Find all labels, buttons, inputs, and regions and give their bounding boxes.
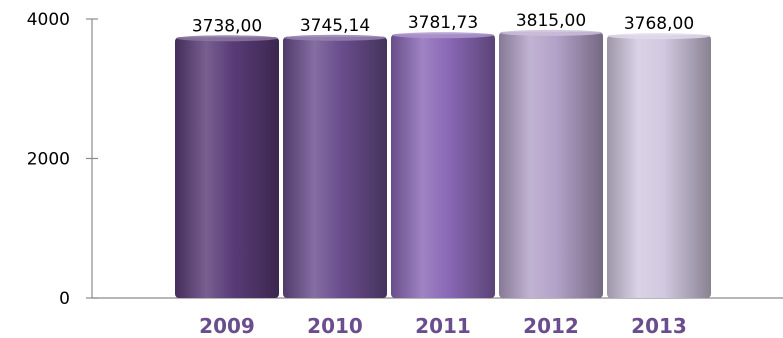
- bar-cap: [392, 32, 494, 39]
- x-tick-label-2012: 2012: [523, 314, 579, 338]
- data-label-2010: 3745,14: [300, 16, 370, 36]
- x-tick-label-2010: 2010: [307, 314, 363, 338]
- bar-cap: [284, 34, 386, 41]
- x-tick-label-2013: 2013: [631, 314, 687, 338]
- bar-cap: [608, 33, 710, 40]
- y-tick-label: 0: [59, 289, 70, 309]
- x-tick-label-2009: 2009: [199, 314, 255, 338]
- y-tick-label: 4000: [27, 10, 70, 30]
- y-tick-label: 2000: [27, 150, 70, 170]
- bar-2010: [283, 36, 387, 298]
- bar-2009: [175, 37, 279, 298]
- data-label-2011: 3781,73: [408, 13, 478, 33]
- x-tick-label-2011: 2011: [415, 314, 471, 338]
- bar-2013: [607, 35, 711, 298]
- bar-2012: [499, 31, 603, 299]
- bar-cap: [176, 35, 278, 42]
- data-label-2012: 3815,00: [516, 11, 586, 31]
- data-label-2013: 3768,00: [624, 14, 694, 34]
- bar-cap: [500, 29, 602, 36]
- bar-2011: [391, 34, 495, 298]
- data-label-2009: 3738,00: [192, 16, 262, 36]
